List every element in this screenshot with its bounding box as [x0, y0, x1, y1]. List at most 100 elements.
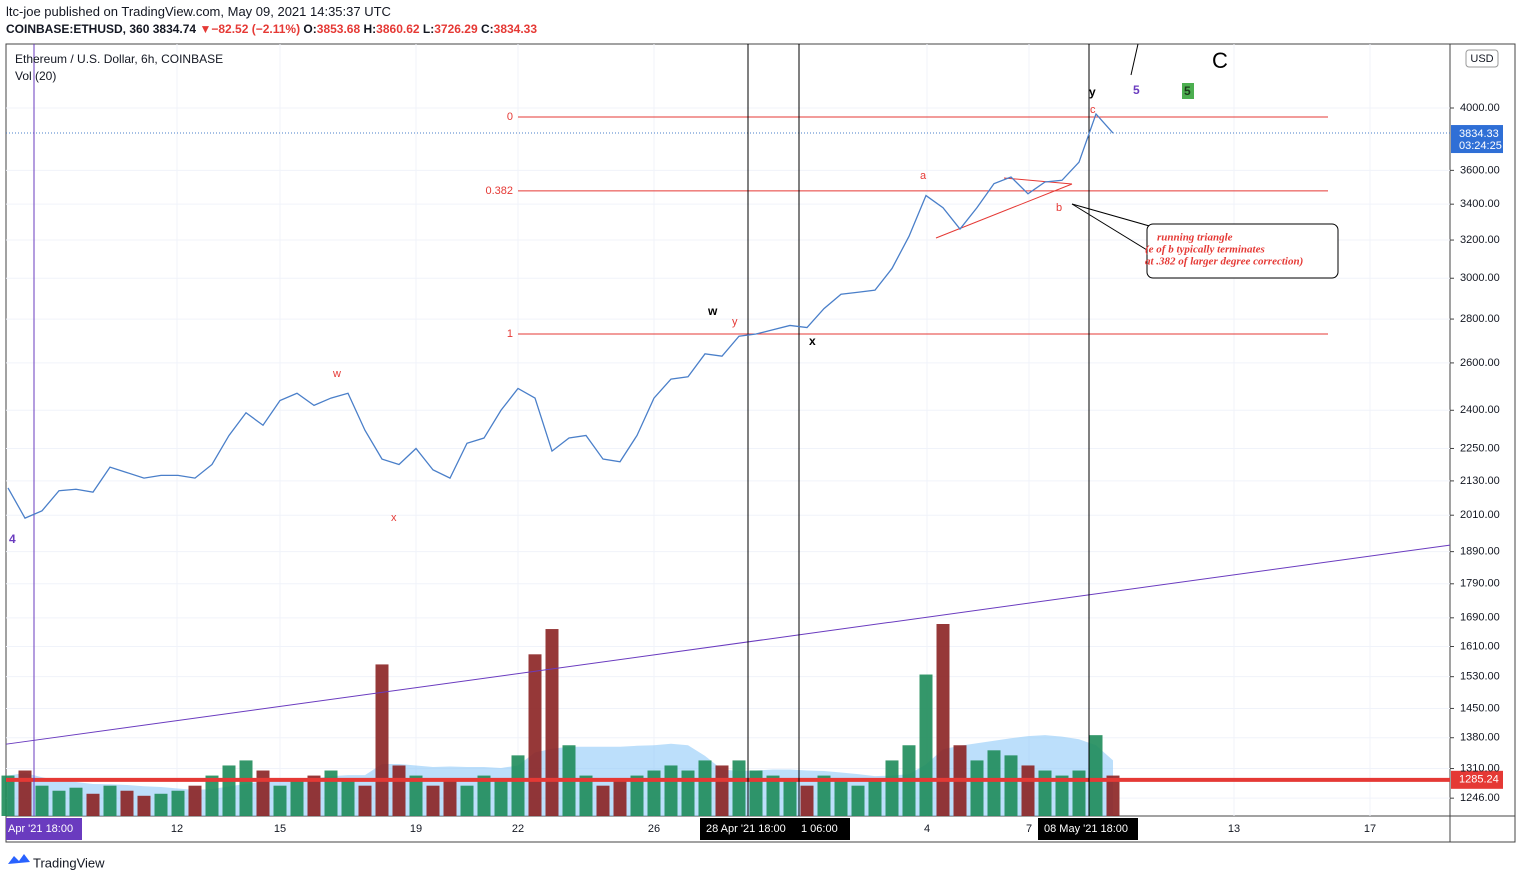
- wave-label: x: [391, 512, 397, 524]
- x-tick-label: 4: [924, 823, 930, 835]
- wave-label: y: [732, 316, 738, 328]
- volume-bar: [868, 780, 882, 816]
- volume-bar: [358, 785, 372, 816]
- y-tick-label: 2250.00: [1460, 442, 1500, 454]
- y-tick-label: 1450.00: [1460, 702, 1500, 714]
- volume-bar: [477, 775, 491, 816]
- fib-label: 1: [507, 328, 513, 340]
- wave-label: w: [332, 368, 341, 380]
- y-tick-label: 4000.00: [1460, 102, 1500, 114]
- wave-label: x: [809, 334, 816, 348]
- y-tick-label: 1246.00: [1460, 792, 1500, 804]
- legend-volume: Vol (20): [15, 69, 56, 83]
- price-tag-countdown: 03:24:25: [1459, 140, 1502, 152]
- volume-bar: [885, 760, 899, 816]
- volume-bar: [630, 775, 644, 816]
- volume-bar: [188, 785, 202, 816]
- volume-bar: [1038, 770, 1052, 816]
- volume-bar: [307, 775, 321, 816]
- volume-bar: [647, 770, 661, 816]
- time-tag-text: 28 Apr '21 18:00: [706, 823, 786, 835]
- x-tick-label: 17: [1364, 823, 1376, 835]
- time-tag-text: Apr '21 18:00: [8, 823, 73, 835]
- price-tag: [1451, 125, 1503, 154]
- volume-bar: [426, 785, 440, 816]
- y-tick-label: 3400.00: [1460, 198, 1500, 210]
- volume-bar: [987, 750, 1001, 816]
- volume-bar: [205, 775, 219, 816]
- volume-bar: [256, 770, 270, 816]
- callout-text: at .382 of larger degree correction): [1145, 256, 1303, 268]
- callout-connector: [1071, 203, 1161, 230]
- volume-bar: [732, 760, 746, 816]
- trendline: [5, 544, 1451, 745]
- wave-label: b: [1056, 202, 1062, 214]
- volume-bar: [749, 770, 763, 816]
- volume-bar: [1072, 770, 1086, 816]
- x-tick-label: 26: [648, 823, 660, 835]
- volume-bar: [834, 780, 848, 816]
- volume-bar: [1055, 775, 1069, 816]
- volume-bar: [545, 629, 559, 816]
- volume-bar: [800, 785, 814, 816]
- volume-bar: [103, 785, 117, 816]
- volume-bar: [1, 775, 15, 816]
- volume-bar: [1004, 755, 1018, 816]
- y-tick-label: 3000.00: [1460, 272, 1500, 284]
- wave-label: y: [1089, 85, 1096, 99]
- y-tick-label: 2130.00: [1460, 475, 1500, 487]
- x-tick-label: 7: [1026, 823, 1032, 835]
- time-tag: [1038, 818, 1138, 840]
- callout-text: (e of b typically terminates: [1145, 244, 1265, 256]
- wave-label: w: [707, 304, 718, 318]
- y-tick-label: 1380.00: [1460, 732, 1500, 744]
- volume-bar: [970, 760, 984, 816]
- wave-label: a: [920, 170, 927, 182]
- publisher: ltc-joe published on TradingView.com, Ma…: [6, 4, 391, 19]
- volume-bar: [171, 790, 185, 816]
- volume-bar: [715, 765, 729, 816]
- close: 3834.33: [493, 22, 538, 36]
- volume-bar: [290, 780, 304, 816]
- y-tick-label: 1310.00: [1460, 762, 1500, 774]
- volume-bar: [409, 775, 423, 816]
- currency-box: [1465, 49, 1499, 68]
- volume-bar: [392, 765, 406, 816]
- wave-label: 5: [1133, 83, 1140, 97]
- logo: [8, 854, 30, 864]
- change: −82.52 (−2.11%): [211, 22, 301, 36]
- high: 3860.62: [376, 22, 420, 36]
- y-tick-label: 1610.00: [1460, 640, 1500, 652]
- callout-box: [1146, 223, 1339, 279]
- volume-bar: [239, 760, 253, 816]
- level-tag: [1451, 770, 1503, 789]
- volume-bar: [273, 785, 287, 816]
- volume-bar: [86, 793, 100, 816]
- price-line: [7, 112, 1114, 519]
- volume-bar: [698, 760, 712, 816]
- time-tag-text: 1 06:00: [801, 823, 838, 835]
- low: 3726.29: [434, 22, 478, 36]
- currency: USD: [1470, 53, 1493, 65]
- y-tick-label: 1890.00: [1460, 546, 1500, 558]
- volume-bar: [579, 775, 593, 816]
- symbol: COINBASE:ETHUSD, 360: [6, 22, 150, 36]
- time-tag: [700, 818, 795, 840]
- h-label: H:: [363, 22, 377, 36]
- callout-connector: [1071, 203, 1148, 251]
- volume-bar: [613, 780, 627, 816]
- volume-bar: [137, 795, 151, 816]
- volume-bar: [919, 674, 933, 816]
- y-tick-label: 3600.00: [1460, 164, 1500, 176]
- volume-bar: [222, 765, 236, 816]
- volume-bar: [460, 785, 474, 816]
- volume-bar: [69, 787, 83, 816]
- time-tag-text: 08 May '21 18:00: [1044, 823, 1128, 835]
- wave-label: 5: [1184, 84, 1191, 98]
- x-tick-label: 22: [512, 823, 524, 835]
- volume-bar: [1106, 775, 1120, 816]
- y-tick-label: 2600.00: [1460, 357, 1500, 369]
- callout-text: running triangle: [1157, 232, 1233, 244]
